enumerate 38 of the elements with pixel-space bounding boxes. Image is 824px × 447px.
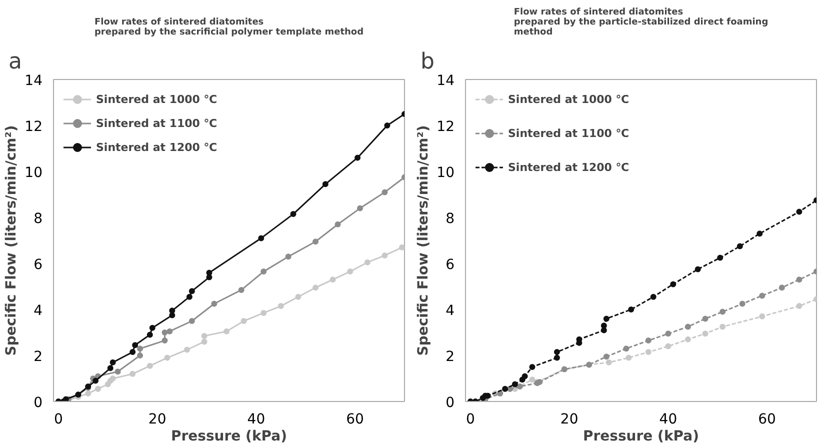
legend-label: Sintered at 1000 ℃ bbox=[96, 92, 218, 106]
x-tick-label: 20 bbox=[148, 412, 166, 428]
y-axis-title: Specific Flow (liters/min/cm²) bbox=[416, 125, 432, 356]
y-tick-label: 12 bbox=[24, 119, 43, 135]
legend-label: Sintered at 1100 ℃ bbox=[96, 116, 218, 130]
y-tick-label: 0 bbox=[34, 395, 43, 411]
legend-label: Sintered at 1100 ℃ bbox=[508, 126, 630, 140]
y-tick-label: 6 bbox=[446, 257, 455, 273]
y-tick-label: 12 bbox=[436, 119, 455, 135]
x-tick-label: 0 bbox=[54, 412, 63, 428]
y-axis-title: Specific Flow (liters/min/cm²) bbox=[4, 125, 20, 356]
x-axis-title: Pressure (kPa) bbox=[582, 428, 700, 444]
text: b bbox=[420, 50, 434, 74]
y-tick-label: 14 bbox=[436, 73, 455, 89]
y-tick-label: 10 bbox=[24, 165, 43, 181]
x-tick-label: 60 bbox=[346, 412, 364, 428]
y-tick-label: 10 bbox=[436, 165, 455, 181]
y-tick-label: 4 bbox=[34, 303, 43, 319]
x-tick-label: 60 bbox=[758, 412, 776, 428]
y-tick-label: 6 bbox=[34, 257, 43, 273]
y-tick-label: 14 bbox=[24, 73, 43, 89]
y-tick-label: 4 bbox=[446, 303, 455, 319]
x-tick-label: 40 bbox=[247, 412, 266, 428]
legend-label: Sintered at 1000 ℃ bbox=[508, 92, 630, 106]
x-tick-label: 40 bbox=[659, 412, 678, 428]
chart-title: Flow rates of sintered diatomites prepared by the sacrificial polymer template method bbox=[94, 18, 364, 38]
text: a bbox=[8, 50, 22, 74]
y-tick-label: 8 bbox=[34, 211, 43, 227]
x-tick-label: 20 bbox=[560, 412, 578, 428]
y-tick-label: 2 bbox=[34, 349, 43, 365]
x-tick-label: 0 bbox=[466, 412, 475, 428]
chart-title: Flow rates of sintered diatomites prepared by the particle-stabilized direct foaming method bbox=[514, 8, 768, 38]
y-tick-label: 0 bbox=[446, 395, 455, 411]
legend-label: Sintered at 1200 ℃ bbox=[96, 140, 218, 154]
legend-label: Sintered at 1200 ℃ bbox=[508, 160, 630, 174]
x-axis-title: Pressure (kPa) bbox=[170, 428, 288, 444]
y-tick-label: 8 bbox=[446, 211, 455, 227]
y-tick-label: 2 bbox=[446, 349, 455, 365]
